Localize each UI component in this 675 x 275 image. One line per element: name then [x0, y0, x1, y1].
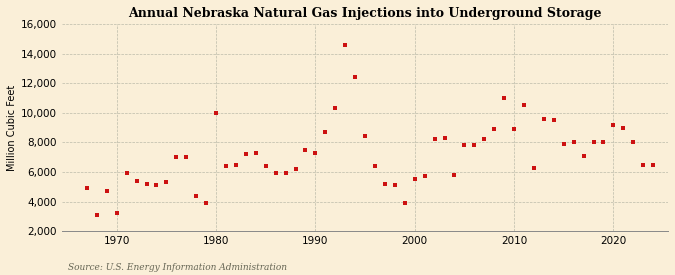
Point	[320, 130, 331, 134]
Point	[101, 189, 112, 193]
Point	[261, 164, 271, 168]
Point	[151, 183, 162, 188]
Point	[191, 193, 202, 198]
Point	[389, 183, 400, 188]
Point	[618, 125, 628, 130]
Point	[379, 182, 390, 186]
Point	[578, 153, 589, 158]
Point	[330, 106, 341, 111]
Point	[340, 42, 350, 47]
Point	[231, 162, 242, 167]
Point	[598, 140, 609, 145]
Point	[539, 116, 549, 121]
Point	[122, 171, 132, 176]
Point	[409, 177, 420, 182]
Point	[240, 152, 251, 156]
Point	[449, 173, 460, 177]
Point	[648, 162, 659, 167]
Point	[419, 174, 430, 178]
Point	[141, 182, 152, 186]
Y-axis label: Million Cubic Feet: Million Cubic Feet	[7, 84, 17, 171]
Point	[588, 140, 599, 145]
Point	[489, 127, 500, 131]
Point	[82, 186, 92, 191]
Point	[439, 136, 450, 140]
Point	[548, 118, 559, 122]
Point	[459, 143, 470, 147]
Title: Annual Nebraska Natural Gas Injections into Underground Storage: Annual Nebraska Natural Gas Injections i…	[128, 7, 602, 20]
Point	[310, 150, 321, 155]
Point	[92, 213, 103, 217]
Point	[350, 75, 360, 79]
Point	[568, 140, 579, 145]
Point	[608, 122, 619, 127]
Point	[400, 201, 410, 205]
Point	[558, 142, 569, 146]
Point	[628, 140, 639, 145]
Text: Source: U.S. Energy Information Administration: Source: U.S. Energy Information Administ…	[68, 263, 286, 272]
Point	[518, 103, 529, 108]
Point	[469, 143, 480, 147]
Point	[300, 148, 311, 152]
Point	[499, 96, 510, 100]
Point	[211, 111, 221, 116]
Point	[181, 155, 192, 159]
Point	[509, 127, 520, 131]
Point	[280, 171, 291, 176]
Point	[360, 134, 371, 139]
Point	[111, 211, 122, 216]
Point	[479, 137, 489, 142]
Point	[250, 150, 261, 155]
Point	[200, 201, 211, 205]
Point	[221, 164, 232, 168]
Point	[529, 165, 539, 170]
Point	[161, 180, 172, 185]
Point	[370, 164, 381, 168]
Point	[131, 179, 142, 183]
Point	[429, 137, 440, 142]
Point	[270, 171, 281, 176]
Point	[171, 155, 182, 159]
Point	[638, 162, 649, 167]
Point	[290, 167, 301, 171]
